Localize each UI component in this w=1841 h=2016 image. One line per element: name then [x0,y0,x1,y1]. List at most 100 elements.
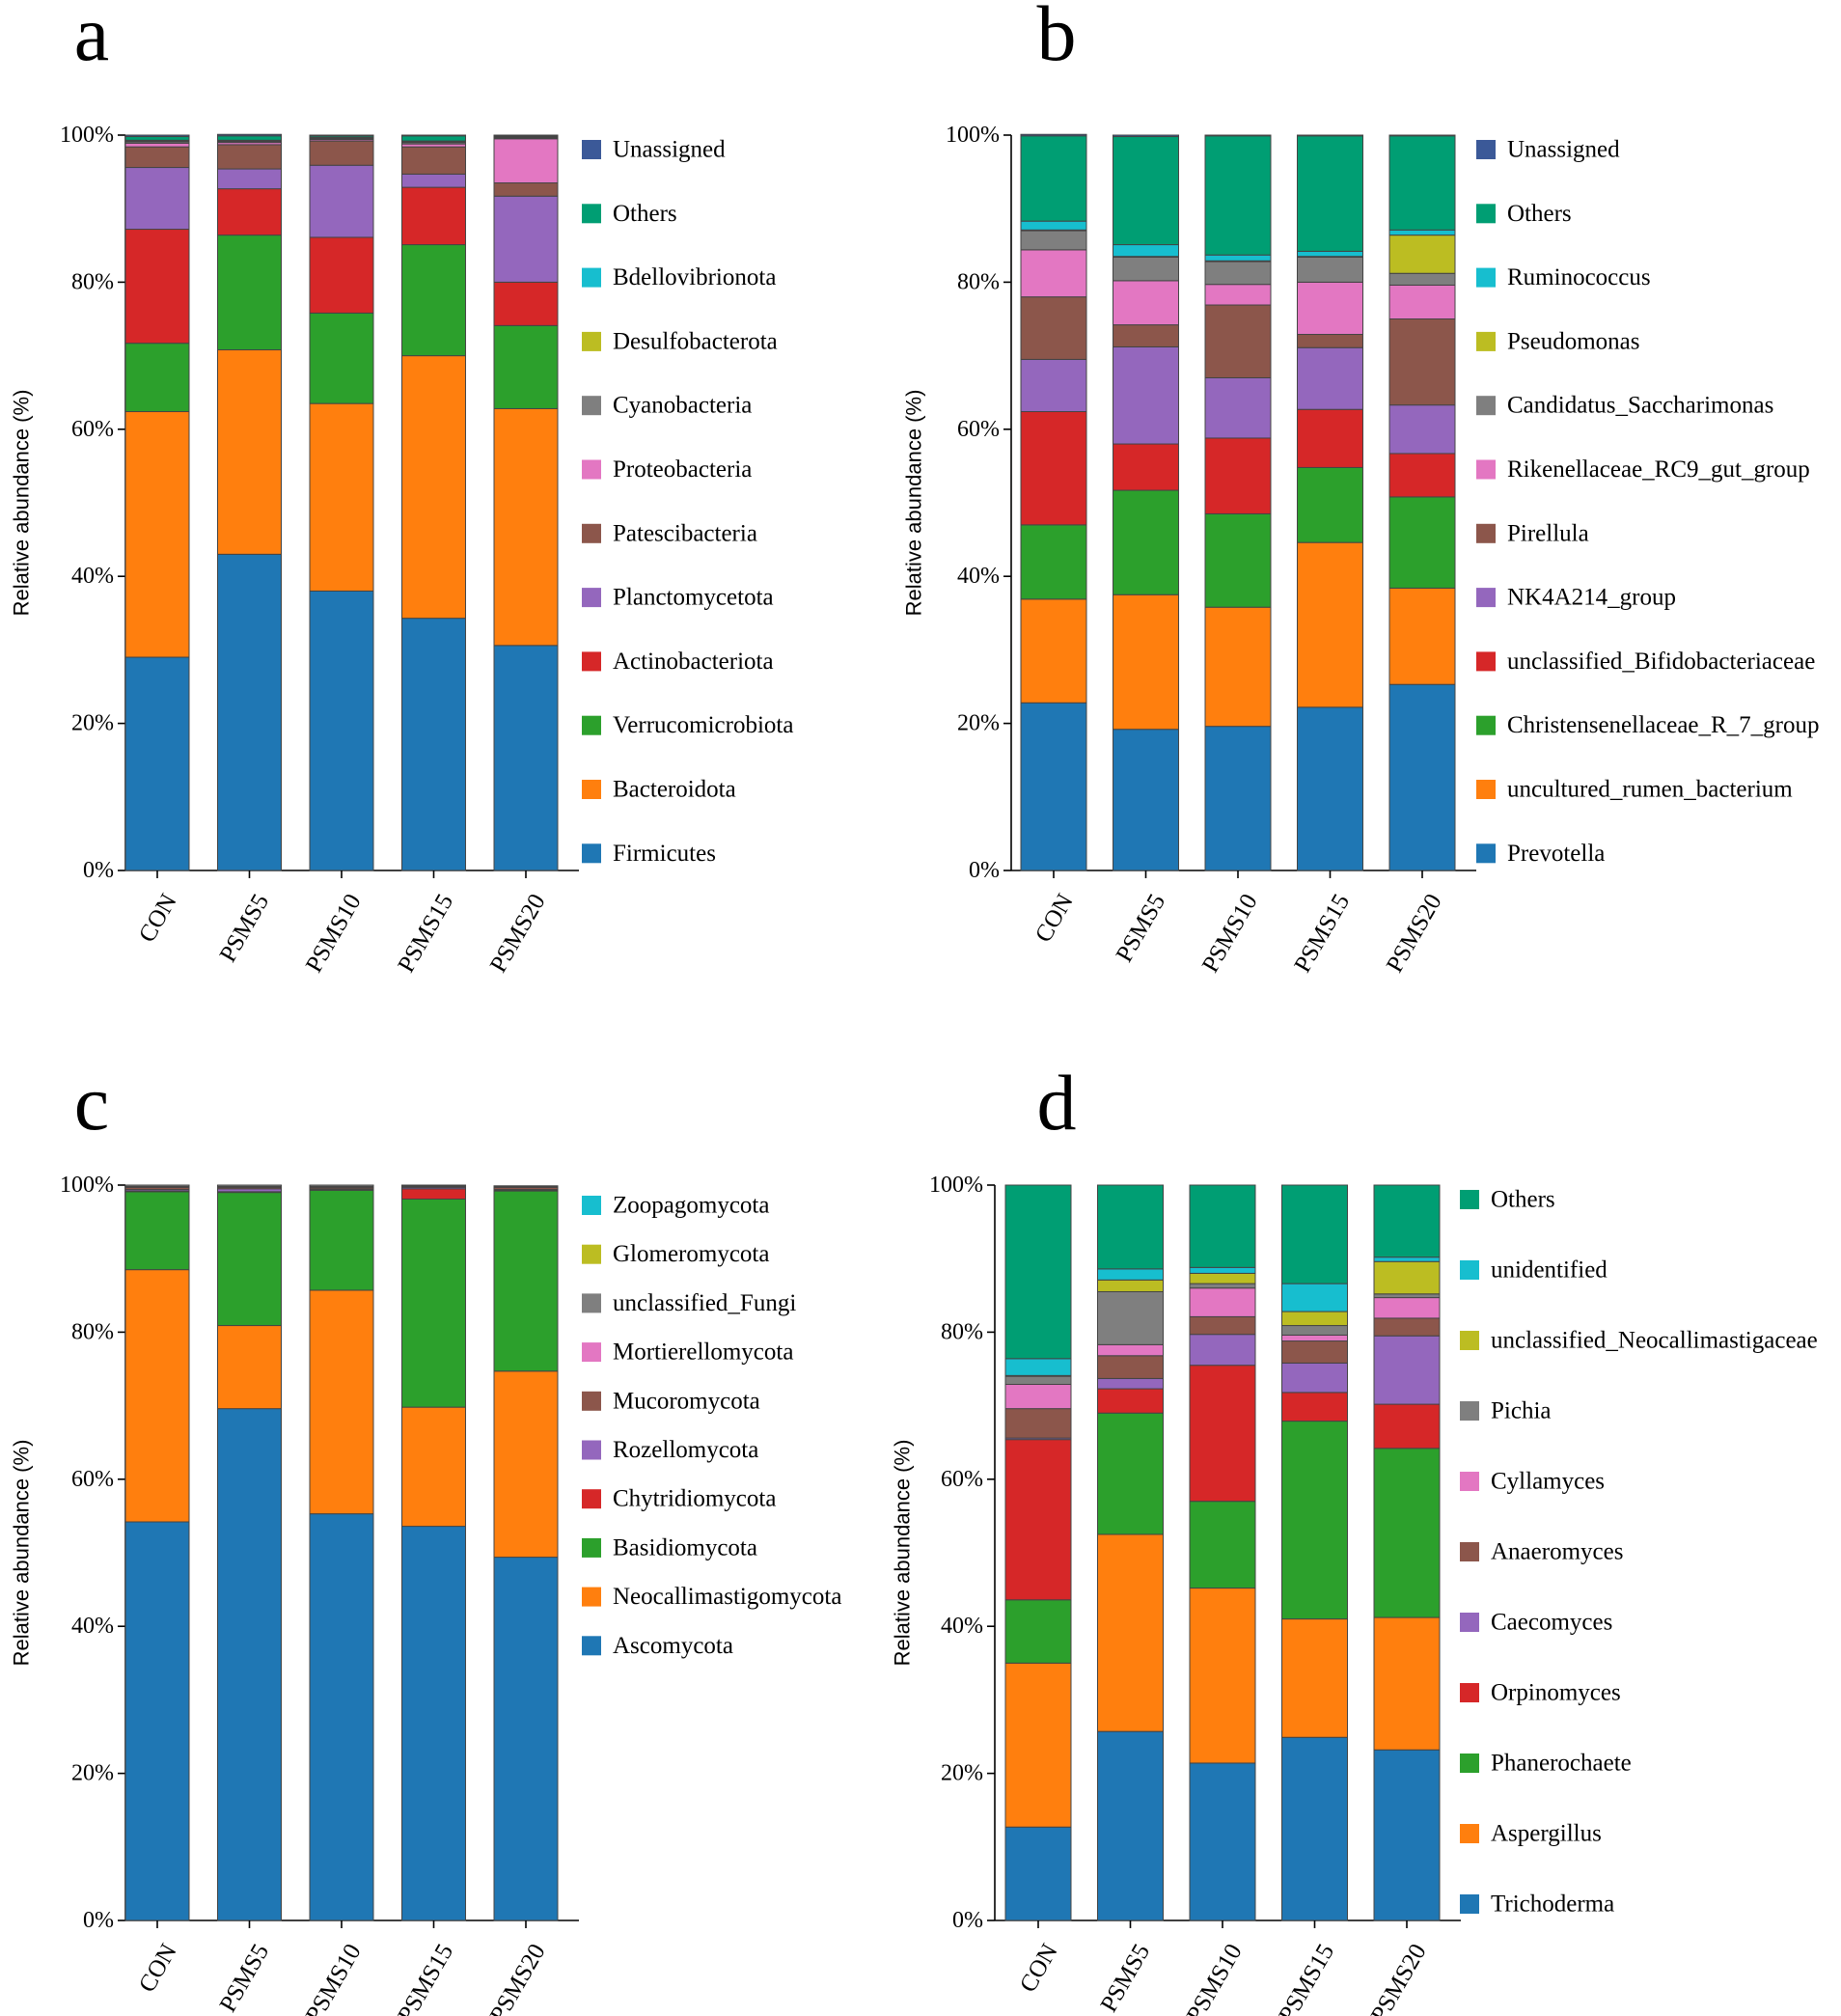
legend-label: Others [1491,1187,1555,1213]
bar-segment-Candidatus_Saccharimonas [1204,261,1272,286]
bar-PSMS10 [1204,134,1272,871]
bar-segment-unclassified_Neocallimastigaceae [1097,1279,1164,1292]
bar-segment-Pichia [1373,1293,1441,1299]
bar-segment-Planctomycetota [401,173,466,188]
y-axis-label: Relative abundance (%) [891,1440,915,1667]
legend-swatch [1460,1824,1479,1843]
bar-segment-Caecomyces [1373,1335,1441,1405]
legend-label: Proteobacteria [613,456,752,483]
legend-label: unidentified [1491,1257,1607,1284]
bar-segment-Aspergillus [1281,1618,1348,1738]
panel-c: c Relative abundance (%) 0% 20% 40% 60% 80% 100… [10,1059,842,2016]
legend-swatch [582,1587,601,1607]
bar-segment-Trichoderma [1189,1762,1256,1921]
bar-segment-Trichoderma [1004,1826,1072,1921]
y-tick-label: 60% [71,417,114,442]
legend-label: Trichoderma [1491,1892,1614,1918]
legend-label: Anaeromyces [1491,1539,1623,1565]
y-tick-label: 60% [941,1467,983,1492]
legend-label: Zoopagomycota [613,1193,769,1219]
legend-swatch [582,843,601,864]
legend-swatch [1476,780,1496,799]
legend-swatch [1460,1683,1479,1702]
legend-swatch [1460,1894,1479,1914]
legend-swatch [1460,1260,1479,1280]
y-tick-label: 20% [957,711,1000,736]
bar-segment-Actinobacteriota [493,281,559,326]
legend-swatch [582,459,601,480]
legend-label: Phanerochaete [1491,1751,1632,1777]
bar-segment-Planctomycetota [124,167,190,231]
y-tick-label: 100% [60,1173,114,1198]
bar-segment-Orpinomyces [1004,1439,1072,1601]
bar-segment-Unassigned [493,134,559,137]
bar-segment-Neocallimastigomycota [309,1289,374,1515]
bar-segment-Rikenellaceae_RC9_gut_group [1388,284,1456,319]
legend-swatch [1476,331,1496,351]
bar-segment-unclassified_Fungi [124,1184,190,1188]
bar-segment-NK4A214_group [1297,346,1363,410]
bar-segment-Actinobacteriota [309,236,374,314]
bar-segment-unclassified_Bifidobacteriaceae [1113,443,1179,491]
bar-segment-Pichia [1097,1290,1164,1345]
bar-segment-Unassigned [309,134,374,137]
legend-swatch [1460,1190,1479,1209]
legend-label: NK4A214_group [1507,585,1676,611]
bar-segment-Pseudomonas [1388,235,1456,274]
bar-segment-Caecomyces [1189,1334,1256,1367]
bar-segment-Bacteroidota [401,355,466,620]
legend-label: Aspergillus [1491,1821,1602,1847]
bar-segment-Pirellula [1297,334,1363,348]
bar-segment-Others [1281,1184,1348,1284]
bar-segment-NK4A214_group [1020,358,1087,413]
panel-letter-c: c [74,1059,109,1146]
bar-segment-Rikenellaceae_RC9_gut_group [1204,284,1272,306]
bar-segment-Unassigned [1020,133,1087,137]
bar-segment-Orpinomyces [1281,1392,1348,1422]
legend-swatch [1476,396,1496,416]
bar-segment-Bacteroidota [493,407,559,647]
bar-PSMS20 [1373,1184,1441,1921]
bar-segment-Caecomyces [1281,1362,1348,1394]
bar-segment-Phanerochaete [1373,1448,1441,1618]
bar-segment-unidentified [1004,1358,1072,1376]
bar-PSMS15 [401,1184,466,1921]
bar-CON [124,134,190,871]
panel-letter-d: d [1037,1059,1077,1146]
y-tick-label: 0% [952,1908,983,1933]
y-tick-label: 20% [71,1761,114,1786]
bar-segment-Candidatus_Saccharimonas [1388,272,1456,286]
bar-segment-Unassigned [401,134,466,137]
bar-PSMS15 [401,134,466,871]
legend-label: Basidiomycota [613,1534,757,1560]
bar-segment-Rikenellaceae_RC9_gut_group [1020,249,1087,298]
bar-PSMS10 [1189,1184,1256,1921]
legend-label: Pichia [1491,1398,1552,1424]
bar-segment-Verrucomicrobiota [217,235,282,351]
panel-b: b Relative abundance (%) 0% 20% 40% 60% 80% 100… [902,0,1820,977]
legend: Zoopagomycota Glomeromycota unclassified_F… [582,1193,841,1659]
bar-segment-Rikenellaceae_RC9_gut_group [1113,280,1179,326]
legend-label: Cyanobacteria [613,393,752,419]
bar-segment-Phanerochaete [1004,1599,1072,1664]
bar-segment-Others [1097,1184,1164,1270]
bar-segment-Basidiomycota [309,1189,374,1291]
legend-swatch [1476,843,1496,864]
legend-swatch [582,331,601,351]
bar-segment-Unassigned [1297,134,1363,137]
y-tick-label: 60% [957,417,1000,442]
bar-segment-unclassified_Neocallimastigaceae [1189,1272,1256,1284]
legend-label: Rozellomycota [613,1437,758,1463]
bar-segment-unclassified_Neocallimastigaceae [1373,1260,1441,1295]
bar-segment-unidentified [1097,1268,1164,1281]
bar-segment-Pirellula [1020,296,1087,360]
bar-PSMS20 [493,134,559,871]
bar-PSMS5 [1113,134,1179,871]
y-tick-label: 20% [71,711,114,736]
panel-a: a Relative abundance (%) 0% 20% 40% 60% 80% 100… [10,0,794,977]
bar-segment-Phanerochaete [1281,1421,1348,1620]
legend-label: Patescibacteria [613,520,757,546]
bar-segment-Aspergillus [1097,1533,1164,1732]
legend-swatch [1476,459,1496,480]
